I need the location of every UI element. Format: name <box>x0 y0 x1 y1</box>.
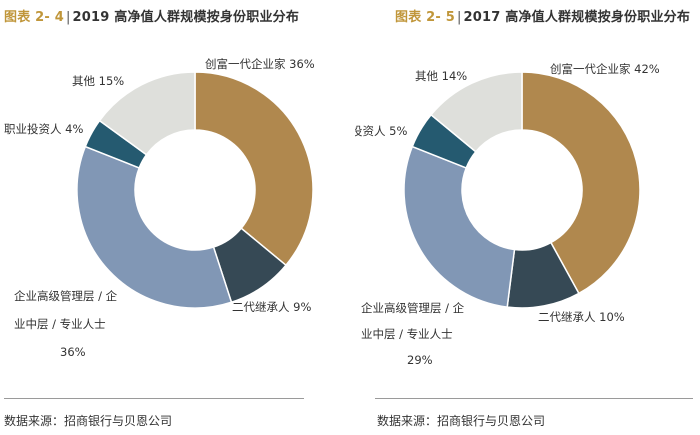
slice-label: 其他 15% <box>72 74 124 88</box>
slice-label: 业中层 / 专业人士 <box>14 317 106 331</box>
chart-panel-2019: 图表 2- 4 | 2019 高净值人群规模按身份职业分布 创富一代企业家 36% 二… <box>0 0 345 435</box>
slice-label: 创富一代企业家 36% <box>205 57 315 71</box>
pie-slice <box>430 71 523 153</box>
slice-label: 创富一代企业家 42% <box>550 62 660 76</box>
pie-slice <box>76 145 233 309</box>
pie-slice <box>98 71 196 156</box>
divider-line <box>375 398 693 399</box>
slice-label: 企业高级管理层 / 企 <box>361 301 465 315</box>
slice-label: 二代继承人 10% <box>538 310 625 324</box>
divider-line <box>4 398 304 399</box>
chart-panel-2017: 图表 2- 5 | 2017 高净值人群规模按身份职业分布 创富一代企业家 42% 二… <box>355 0 700 435</box>
figure-number: 图表 2- 5 <box>395 10 455 25</box>
slice-label: 企业高级管理层 / 企 <box>14 289 118 303</box>
data-source: 数据来源：招商银行与贝恩公司 <box>377 414 546 428</box>
slice-label: 职业投资人 4% <box>4 122 83 136</box>
slice-label: 职业投资人 5% <box>355 124 407 138</box>
chart-title: 图表 2- 4 | 2019 高净值人群规模按身份职业分布 <box>4 10 300 25</box>
data-source: 数据来源：招商银行与贝恩公司 <box>4 414 173 428</box>
pie-slice <box>521 71 641 295</box>
chart-title-text: 2019 高净值人群规模按身份职业分布 <box>72 10 300 25</box>
pie-slice <box>194 71 314 267</box>
pie-slice <box>403 145 516 308</box>
chart-title: 图表 2- 5 | 2017 高净值人群规模按身份职业分布 <box>395 10 691 25</box>
slice-label: 二代继承人 9% <box>232 300 311 314</box>
slice-label: 29% <box>407 353 433 367</box>
slice-label: 业中层 / 专业人士 <box>361 327 453 341</box>
slice-label: 36% <box>60 345 86 359</box>
figure-number: 图表 2- 4 <box>4 10 64 25</box>
chart-title-text: 2017 高净值人群规模按身份职业分布 <box>463 10 691 25</box>
slice-label: 其他 14% <box>415 69 467 83</box>
